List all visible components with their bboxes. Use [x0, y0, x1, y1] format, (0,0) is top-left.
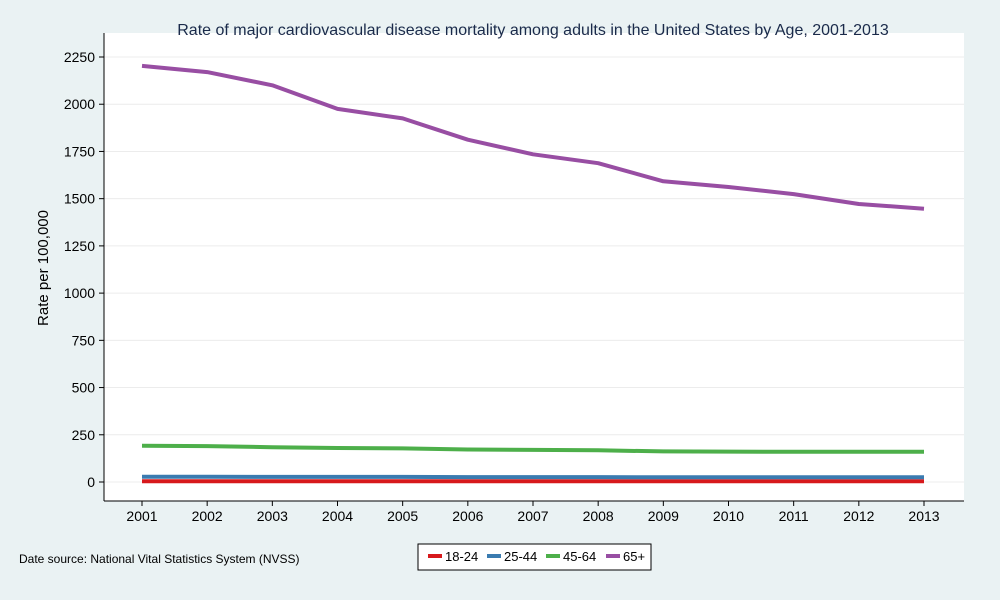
x-tick-label-2009: 2009: [648, 508, 679, 524]
legend-label-65+: 65+: [623, 549, 645, 564]
series-line-25-44: [142, 474, 924, 480]
x-tick-label-2003: 2003: [257, 508, 288, 524]
y-tick-label-0: 0: [87, 474, 95, 490]
x-tick-label-2008: 2008: [583, 508, 614, 524]
x-tick-label-2012: 2012: [843, 508, 874, 524]
x-tick-label-2005: 2005: [387, 508, 418, 524]
gridlines: [104, 56, 964, 483]
y-tick-label-1750: 1750: [64, 143, 95, 159]
y-tick-label-250: 250: [72, 427, 96, 443]
chart-title: Rate of major cardiovascular disease mor…: [177, 22, 889, 39]
legend-label-45-64: 45-64: [563, 549, 596, 564]
series-lines: [141, 63, 925, 484]
y-tick-label-1000: 1000: [64, 285, 95, 301]
x-tick-label-2001: 2001: [126, 508, 157, 524]
y-tick-label-750: 750: [72, 332, 96, 348]
y-tick-label-2000: 2000: [64, 96, 95, 112]
y-tick-label-1250: 1250: [64, 238, 95, 254]
plot-area: [104, 33, 964, 501]
x-tick-label-2013: 2013: [908, 508, 939, 524]
y-axis-title: Rate per 100,000: [35, 210, 52, 326]
x-tick-label-2007: 2007: [517, 508, 548, 524]
y-axis: 0 250 500 750 1000 1250 1500 1750 2000 2250: [64, 33, 105, 501]
series-line-65+: [141, 63, 925, 211]
y-tick-label-2250: 2250: [64, 49, 95, 65]
series-line-45-64: [141, 443, 924, 454]
y-tick-label-500: 500: [72, 380, 96, 396]
x-tick-label-2006: 2006: [452, 508, 483, 524]
legend: 18-24 25-44 45-64 65+: [417, 543, 652, 571]
legend-label-25-44: 25-44: [504, 549, 537, 564]
footnote: Date source: National Vital Statistics S…: [19, 552, 300, 566]
y-tick-label-1500: 1500: [64, 191, 95, 207]
legend-label-18-24: 18-24: [445, 549, 478, 564]
x-tick-label-2010: 2010: [713, 508, 744, 524]
x-tick-label-2004: 2004: [322, 508, 353, 524]
x-tick-label-2011: 2011: [779, 508, 809, 524]
x-tick-label-2002: 2002: [192, 508, 223, 524]
x-axis: 2001 2002 2003 2004 2005 2006 2007 2008 2009 2010…: [104, 500, 964, 524]
